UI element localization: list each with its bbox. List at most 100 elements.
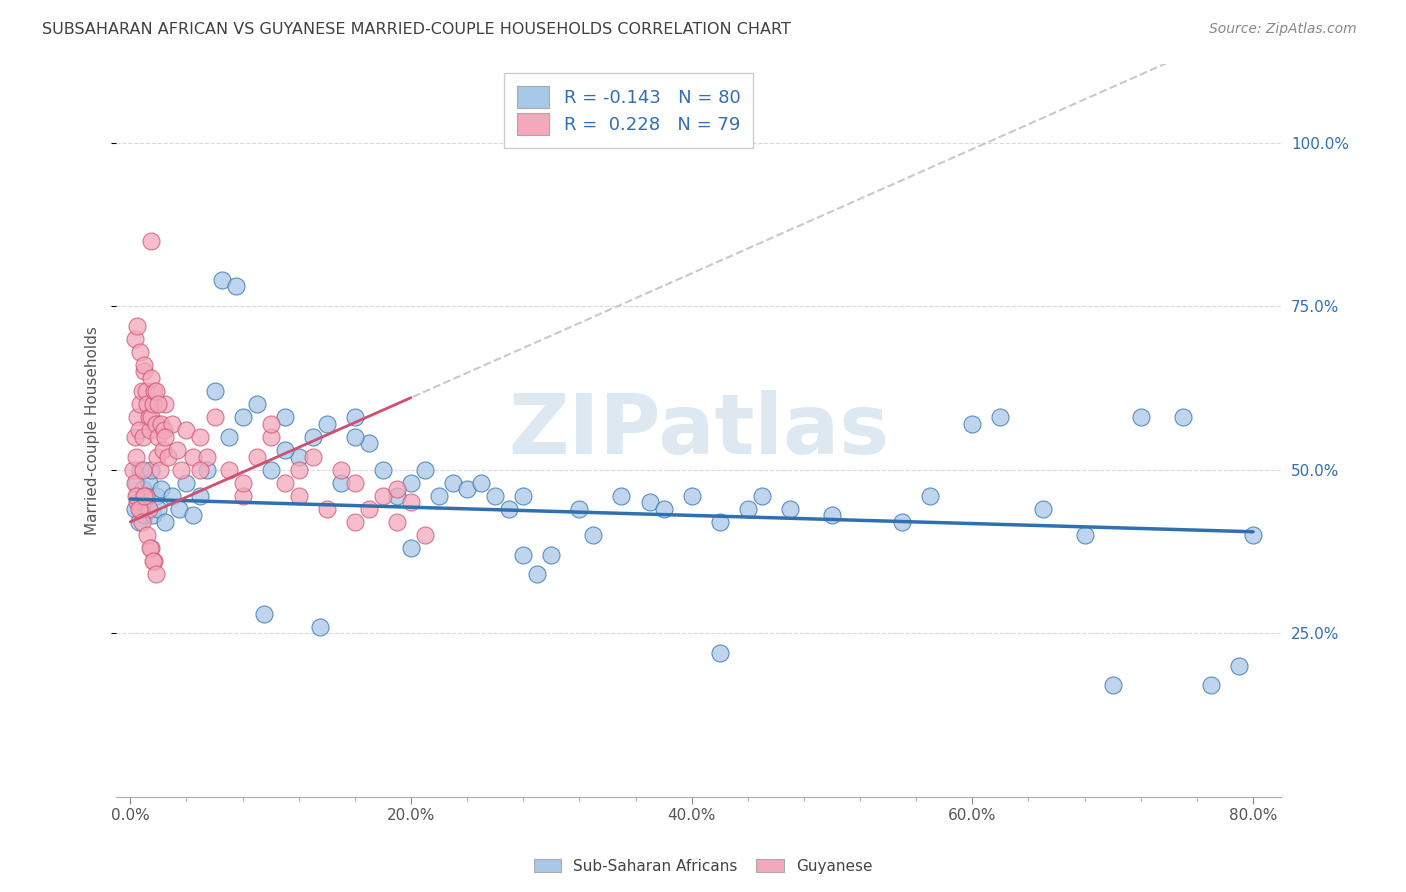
Point [301,430,323,444]
Point [190,489,212,503]
Point [1073,528,1095,542]
Point [190,430,212,444]
Point [343,475,366,490]
Point [211,273,233,287]
Point [170,462,193,476]
Point [139,423,162,437]
Point [141,410,163,425]
Point [385,482,408,496]
Point [138,501,160,516]
Point [128,501,150,516]
Point [399,541,422,555]
Point [821,508,844,523]
Point [709,515,731,529]
Point [610,489,633,503]
Point [891,515,914,529]
Point [582,528,605,542]
Point [737,501,759,516]
Point [1031,501,1053,516]
Point [122,462,145,476]
Point [169,501,191,516]
Point [225,279,247,293]
Point [148,501,170,516]
Point [343,430,366,444]
Point [287,462,309,476]
Point [132,462,155,476]
Point [751,489,773,503]
Point [371,462,394,476]
Point [1101,678,1123,692]
Point [287,450,309,464]
Point [136,397,159,411]
Point [155,397,177,411]
Point [246,397,269,411]
Point [146,450,169,464]
Point [246,450,269,464]
Point [540,548,562,562]
Point [218,430,240,444]
Point [638,495,661,509]
Point [287,489,309,503]
Point [197,450,219,464]
Point [134,358,156,372]
Point [176,423,198,437]
Point [143,384,166,398]
Point [456,482,478,496]
Point [131,515,153,529]
Point [204,410,226,425]
Point [141,371,163,385]
Point [132,430,155,444]
Point [329,462,352,476]
Point [162,489,184,503]
Point [129,462,152,476]
Point [141,462,163,476]
Point [155,430,177,444]
Point [568,501,591,516]
Point [709,646,731,660]
Point [143,554,166,568]
Point [157,450,180,464]
Point [470,475,492,490]
Point [155,515,177,529]
Point [183,508,205,523]
Point [124,475,146,490]
Point [129,397,152,411]
Point [128,423,150,437]
Point [962,417,984,431]
Point [259,430,281,444]
Point [134,364,156,378]
Point [142,554,165,568]
Point [134,489,156,503]
Point [129,344,152,359]
Point [190,462,212,476]
Point [138,410,160,425]
Point [127,318,149,333]
Point [124,430,146,444]
Point [124,501,146,516]
Point [259,462,281,476]
Point [441,475,464,490]
Point [127,410,149,425]
Point [152,442,174,457]
Point [162,417,184,431]
Point [134,508,156,523]
Point [128,515,150,529]
Point [204,384,226,398]
Point [139,541,162,555]
Point [145,384,167,398]
Point [779,501,801,516]
Point [138,475,160,490]
Text: ZIPatlas: ZIPatlas [508,390,889,471]
Text: SUBSAHARAN AFRICAN VS GUYANESE MARRIED-COUPLE HOUSEHOLDS CORRELATION CHART: SUBSAHARAN AFRICAN VS GUYANESE MARRIED-C… [42,22,792,37]
Point [197,462,219,476]
Point [129,501,152,516]
Point [232,475,254,490]
Point [135,384,157,398]
Point [176,475,198,490]
Point [142,397,165,411]
Point [141,234,163,248]
Point [145,489,167,503]
Point [150,482,173,496]
Point [232,489,254,503]
Point [413,462,436,476]
